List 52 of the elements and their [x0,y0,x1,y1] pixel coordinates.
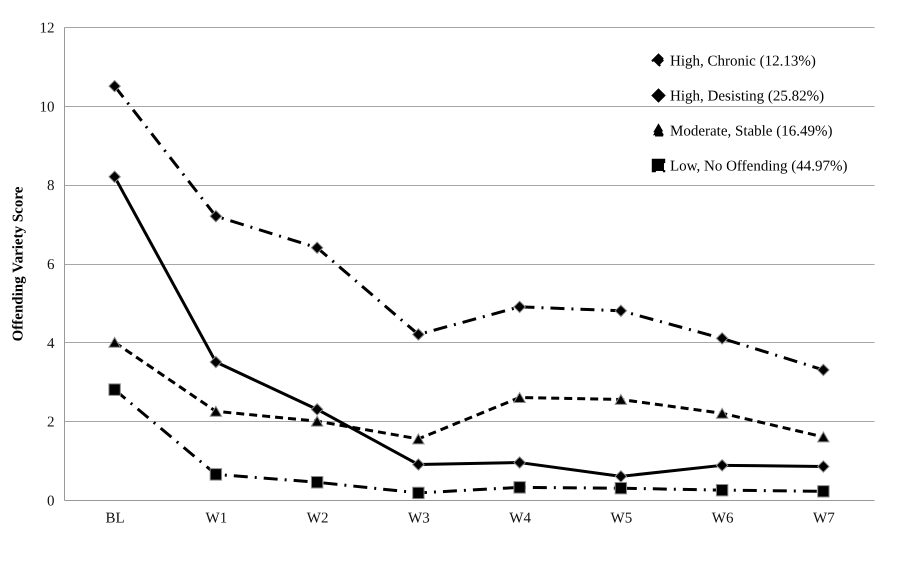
point [513,300,526,314]
point [614,304,628,317]
y-tick-label: 2 [47,414,54,431]
legend-label: High, Chronic (12.13%) [670,54,816,70]
point [614,470,628,483]
legend-label: High, Desisting (25.82%) [670,88,824,104]
point [513,481,526,494]
point [817,431,830,442]
point [716,484,728,496]
point [310,403,324,416]
legend-label: Moderate, Stable (16.49%) [670,124,832,140]
point [310,242,324,254]
point [108,336,121,348]
point [716,408,728,419]
point [817,460,830,473]
point [412,458,425,471]
x-tick-label: BL [106,510,125,526]
x-tick-label: W6 [712,510,734,526]
point [412,486,425,500]
point [108,80,121,92]
y-tick-label: 10 [40,99,54,116]
point [310,476,324,488]
y-tick-label: 12 [40,20,54,36]
x-tick-label: W2 [306,510,328,526]
point [412,433,425,444]
y-tick-label: 6 [47,257,55,273]
x-tick-label: W4 [509,510,532,526]
x-tick-label: W1 [206,510,228,526]
point [513,456,526,469]
point [614,482,628,494]
point [716,459,728,472]
point [614,394,628,405]
point [210,210,222,222]
legend-label: Low, No Offending (44.97%) [670,158,848,174]
x-tick-label: W5 [610,510,632,526]
x-tick-label: W3 [408,510,430,526]
point [210,468,222,481]
y-tick-label: 0 [47,494,54,510]
y-tick-label: 4 [47,336,55,352]
point [817,485,830,498]
point [108,383,121,396]
y-tick-label: 8 [47,178,54,194]
point [210,356,222,368]
point [310,416,324,427]
point [716,332,728,345]
point [108,170,121,183]
x-tick-label: W7 [813,510,836,526]
point [817,364,830,376]
point [412,328,425,341]
point [210,406,222,417]
point [513,392,526,403]
y-axis-title: Offending Variety Score [10,186,26,342]
